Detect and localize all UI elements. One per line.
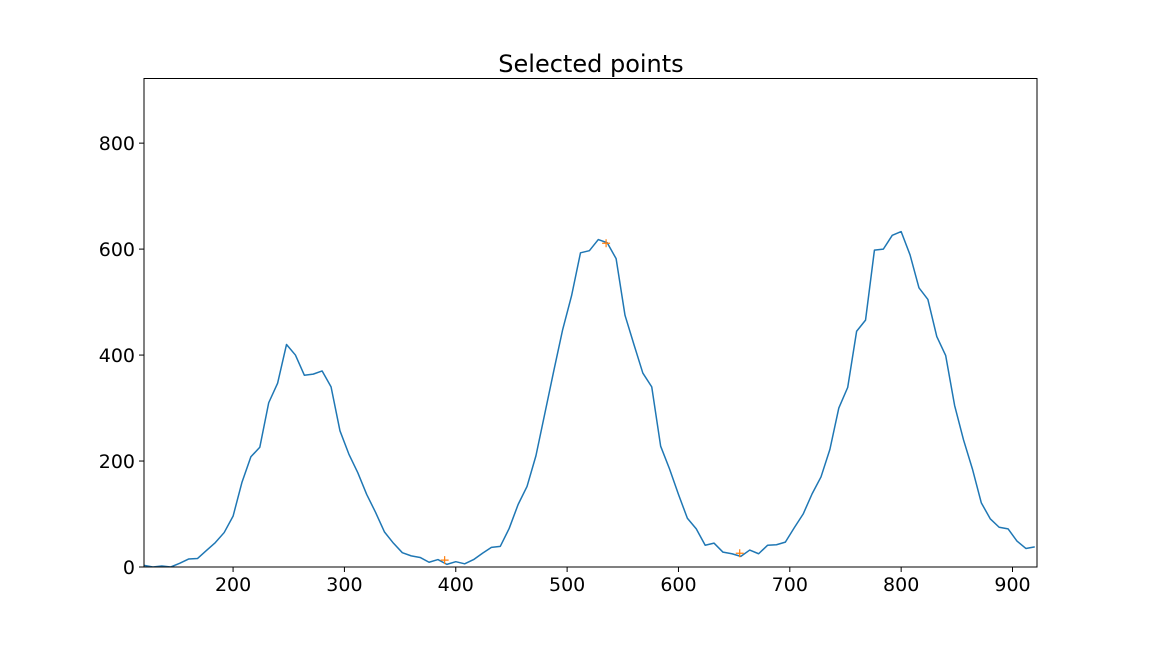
selected-point-marker xyxy=(735,549,744,558)
x-tick-label: 400 xyxy=(438,574,474,596)
x-tick-label: 600 xyxy=(660,574,696,596)
y-tick-label: 200 xyxy=(99,451,135,473)
x-tick-label: 300 xyxy=(326,574,362,596)
x-tick-label: 500 xyxy=(549,574,585,596)
axis-ticks: 200 300 400 500 600 700 800 900 0 200 400 600 800 xyxy=(99,133,1031,596)
selected-point-marker xyxy=(602,239,611,248)
x-tick-label: 800 xyxy=(883,574,919,596)
plot-area xyxy=(144,230,1035,567)
y-tick-label: 800 xyxy=(99,133,135,155)
chart-title: Selected points xyxy=(498,50,683,78)
series-line xyxy=(144,230,1035,567)
x-tick-label: 200 xyxy=(215,574,251,596)
x-tick-label: 900 xyxy=(994,574,1030,596)
y-tick-label: 600 xyxy=(99,239,135,261)
y-tick-label: 400 xyxy=(99,345,135,367)
selected-point-marker xyxy=(440,556,449,565)
plot-frame xyxy=(143,78,1038,568)
x-tick-label: 700 xyxy=(772,574,808,596)
y-tick-label: 0 xyxy=(123,557,135,579)
